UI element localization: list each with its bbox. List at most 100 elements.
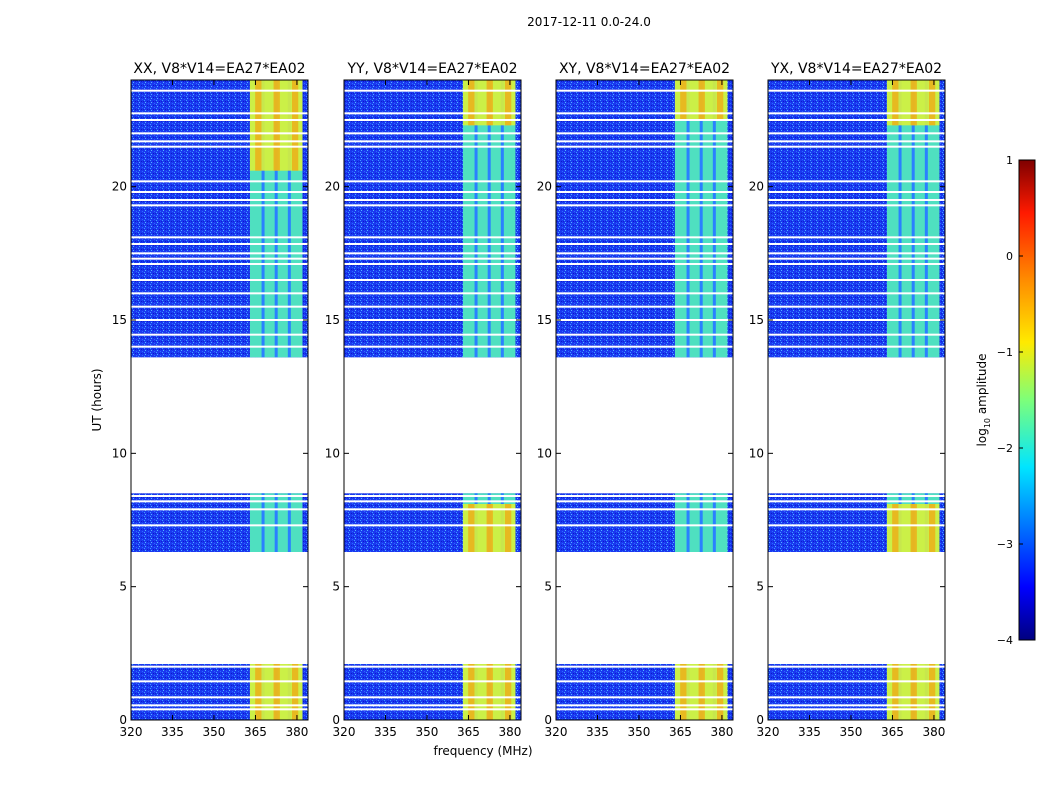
flagged-row [344, 524, 521, 527]
flagged-row [768, 292, 945, 295]
flagged-row [131, 345, 308, 348]
colorbar-gradient [1018, 159, 1036, 641]
channel-gap [287, 493, 291, 552]
panel-title: XX, V8*V14=EA27*EA02 [133, 61, 305, 77]
x-tick-label: 335 [374, 725, 397, 739]
strong-rfi-core [680, 664, 687, 720]
strong-rfi-core [273, 664, 280, 720]
x-tick-label: 380 [922, 725, 945, 739]
strong-rfi-core [698, 80, 705, 120]
y-tick-label: 20 [112, 180, 127, 194]
flagged-row [131, 132, 308, 135]
channel-gap [898, 80, 902, 358]
flagged-row [768, 263, 945, 265]
channel-gap [500, 80, 504, 358]
flagged-row [131, 704, 308, 707]
y-tick-label: 20 [537, 180, 552, 194]
flagged-row [556, 252, 733, 255]
flagged-row [556, 305, 733, 308]
flagged-row [556, 708, 733, 711]
strong-rfi-core [892, 504, 899, 552]
flagged-row [556, 204, 733, 207]
flagged-row [344, 708, 521, 711]
flagged-row [344, 680, 521, 683]
flagged-row [768, 305, 945, 308]
figure-title: 2017-12-11 0.0-24.0 [527, 15, 651, 29]
strong-rfi-core [486, 664, 493, 720]
flagged-row [768, 704, 945, 707]
channel-gap [686, 493, 690, 552]
flagged-row [768, 680, 945, 683]
flagged-row [768, 191, 945, 193]
flagged-row [556, 696, 733, 699]
x-tick-label: 320 [757, 725, 780, 739]
panel-title: YY, V8*V14=EA27*EA02 [346, 61, 517, 77]
flagged-row [768, 145, 945, 148]
flagged-row [344, 508, 521, 511]
flagged-row [556, 665, 733, 668]
channel-gap [699, 493, 703, 552]
flagged-row [556, 257, 733, 260]
panel-frame [767, 79, 946, 721]
channel-gap [924, 80, 928, 358]
flagged-row [344, 236, 521, 239]
flagged-row [344, 292, 521, 295]
flagged-row [768, 524, 945, 527]
flagged-row [344, 333, 521, 336]
flagged-row [344, 495, 521, 497]
flagged-row [556, 704, 733, 707]
x-tick-label: 380 [285, 725, 308, 739]
strong-rfi-core [468, 504, 475, 552]
strong-rfi-core [680, 80, 687, 120]
y-tick-label: 15 [112, 313, 127, 327]
strong-rfi-core [504, 664, 512, 720]
channel-gap [287, 80, 291, 358]
strong-rfi-core [255, 664, 262, 720]
flagged-row [768, 345, 945, 348]
flagged-row [344, 696, 521, 699]
flagged-row [768, 89, 945, 92]
flagged-row [556, 508, 733, 511]
channel-gap [261, 493, 265, 552]
flagged-row [768, 495, 945, 497]
flagged-row [556, 132, 733, 135]
flagged-row [131, 236, 308, 239]
strong-rfi-core [716, 664, 724, 720]
flagged-row [556, 292, 733, 295]
strong-rfi-core [928, 664, 936, 720]
flagged-row [556, 319, 733, 321]
strong-rfi-core [255, 80, 262, 171]
y-tick-label: 0 [119, 713, 127, 727]
channel-gap [712, 493, 716, 552]
flagged-row [344, 145, 521, 148]
strong-rfi-core [273, 80, 280, 171]
strong-rfi-core [504, 504, 512, 552]
panel-frame [130, 79, 309, 721]
flagged-row [768, 204, 945, 207]
flagged-row [768, 319, 945, 321]
colorbar: 1 0 −1 −2 −3 −4 log10 amplitude [975, 154, 1036, 647]
flagged-row [131, 252, 308, 255]
panel-yx: YX, V8*V14=EA27*EA02 320 335 350 365 380 0 5 10 1… [749, 61, 946, 739]
x-tick-label: 365 [881, 725, 904, 739]
y-tick-label: 10 [537, 446, 552, 460]
y-tick-label: 5 [119, 580, 127, 594]
y-tick-label: 10 [749, 446, 764, 460]
flagged-row [768, 257, 945, 260]
flagged-row [556, 279, 733, 281]
channel-gap [474, 80, 478, 358]
flagged-row [768, 236, 945, 239]
y-tick-label: 10 [112, 446, 127, 460]
x-tick-label: 320 [333, 725, 356, 739]
strong-rfi-core [928, 504, 936, 552]
flagged-row [344, 252, 521, 255]
flagged-row [344, 132, 521, 135]
y-tick-label: 5 [756, 580, 764, 594]
x-axis-label: frequency (MHz) [433, 744, 532, 758]
channel-gap [712, 80, 716, 358]
flagged-row [344, 500, 521, 503]
y-tick-label: 0 [544, 713, 552, 727]
flagged-row [344, 263, 521, 265]
channel-gap [699, 80, 703, 358]
flagged-row [131, 199, 308, 201]
